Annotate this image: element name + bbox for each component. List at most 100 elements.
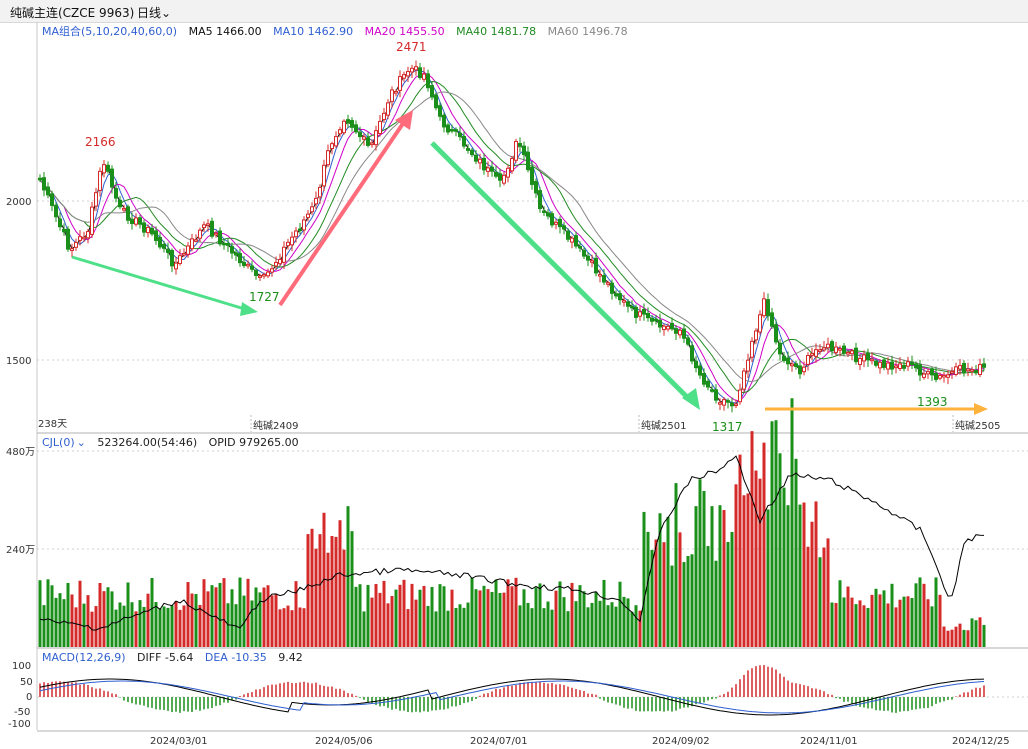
high-annotation: 2166 [85,135,116,149]
candle-body [582,249,586,257]
volume-bar [754,470,758,647]
volume-bar [282,608,286,647]
candle-body [586,255,590,261]
volume-bar [434,611,438,647]
volume-bar [294,581,298,647]
candle-body [330,143,334,150]
volume-bar [110,591,114,647]
volume-bar [582,591,586,647]
price-axis-label: 1500 [6,356,31,367]
volume-bar [634,605,638,647]
macd-indicator-name[interactable]: MACD(12,26,9) [42,651,126,664]
volume-bar [566,611,570,647]
macd-value: 9.42 [278,651,303,664]
candle-body [102,164,106,174]
volume-bar [670,565,674,647]
symbol-title[interactable]: 纯碱主连(CZCE 9963) [10,6,135,20]
volume-bar [518,605,522,647]
volume-bar [414,599,418,647]
candle-body [634,306,638,318]
ma-group-label[interactable]: MA组合(5,10,20,40,60,0) [42,25,178,38]
volume-bar [114,609,118,647]
candle-body [954,366,958,375]
volume-bar [486,589,490,647]
volume-bar [778,453,782,647]
volume-bar [258,592,262,647]
volume-bar [182,605,186,647]
volume-bar [490,591,494,647]
macd-dea-value: DEA -10.35 [204,651,267,664]
volume-bar [342,549,346,647]
volume-bar [746,493,750,647]
volume-bar [774,420,778,647]
candle-body [282,246,286,263]
candle-body [590,260,594,263]
volume-bar [642,511,646,647]
candle-body [810,353,814,356]
volume-bar [206,591,210,647]
candle-body [686,337,690,345]
candle-body [506,167,510,178]
candle-body [466,148,470,151]
volume-bar [506,579,510,647]
candle-body [630,305,634,309]
candle-body [682,328,686,339]
volume-bar [46,579,50,647]
high-annotation: 2471 [396,40,427,54]
candle-body [822,347,826,351]
period-dropdown[interactable]: 日线⌄ [137,4,171,21]
candle-body [814,349,818,357]
candle-body [690,345,694,362]
candle-body [702,373,706,385]
volume-bar [658,513,662,647]
volume-bar [730,531,734,647]
volume-bar [586,607,590,647]
volume-value: 523264.00(54:46) [97,436,198,449]
volume-bar [594,591,598,647]
volume-indicator-name[interactable]: CJL(0) [42,436,75,449]
candle-body [306,213,310,218]
candle-body [806,355,810,365]
macd-axis-label: -50 [14,707,30,718]
candle-body [86,231,90,239]
volume-bar [406,609,410,647]
volume-bar [954,626,958,647]
candle-body [266,271,270,277]
candle-body [414,66,418,71]
volume-bar [686,556,690,647]
volume-bar [854,604,858,647]
volume-bar [242,595,246,647]
volume-bar [290,610,294,647]
candle-body [878,361,882,369]
candle-body [962,362,966,373]
volume-bar [926,599,930,647]
volume-bar [698,479,702,647]
volume-bar [106,587,110,647]
candle-body [426,73,430,89]
volume-bar [574,601,578,647]
candle-body [138,217,142,225]
chevron-down-icon[interactable]: ⌄ [76,436,86,449]
candle-body [694,360,698,369]
ma20-value: MA20 1455.50 [364,25,445,38]
macd-histogram [39,665,985,713]
candle-body [722,399,726,406]
volume-bar [886,603,890,647]
candle-body [434,94,438,109]
candle-body [98,170,102,191]
candle-body [510,157,514,172]
volume-bar [970,618,974,647]
candle-body [666,325,670,330]
volume-bar [398,584,402,647]
volume-bar [330,535,334,647]
open-interest-line [39,455,985,631]
candle-body [602,275,606,283]
volume-bar [402,579,406,647]
candle-body [886,362,890,370]
volume-bar [922,583,926,647]
volume-bar [442,586,446,647]
candle-body [442,114,446,128]
trend-arrow-shaft [278,120,406,307]
candle-body [910,361,914,366]
